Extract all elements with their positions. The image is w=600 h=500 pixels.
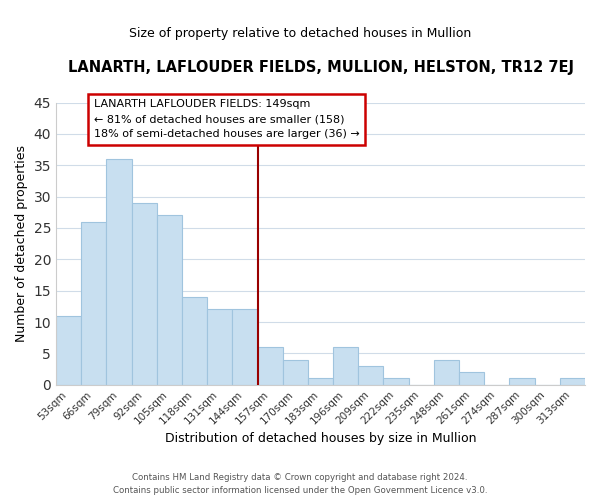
Bar	[459, 372, 484, 384]
X-axis label: Distribution of detached houses by size in Mullion: Distribution of detached houses by size …	[165, 432, 476, 445]
Bar	[509, 378, 535, 384]
Text: Size of property relative to detached houses in Mullion: Size of property relative to detached ho…	[129, 28, 471, 40]
Bar	[131, 203, 157, 384]
Bar	[333, 347, 358, 385]
Bar	[257, 347, 283, 385]
Bar	[358, 366, 383, 384]
Bar	[182, 297, 207, 384]
Bar	[157, 216, 182, 384]
Bar	[56, 316, 81, 384]
Text: Contains HM Land Registry data © Crown copyright and database right 2024.
Contai: Contains HM Land Registry data © Crown c…	[113, 473, 487, 495]
Text: LANARTH LAFLOUDER FIELDS: 149sqm
← 81% of detached houses are smaller (158)
18% : LANARTH LAFLOUDER FIELDS: 149sqm ← 81% o…	[94, 100, 359, 139]
Title: LANARTH, LAFLOUDER FIELDS, MULLION, HELSTON, TR12 7EJ: LANARTH, LAFLOUDER FIELDS, MULLION, HELS…	[68, 60, 574, 75]
Bar	[106, 159, 131, 384]
Bar	[232, 310, 257, 384]
Bar	[308, 378, 333, 384]
Y-axis label: Number of detached properties: Number of detached properties	[15, 145, 28, 342]
Bar	[383, 378, 409, 384]
Bar	[560, 378, 585, 384]
Bar	[283, 360, 308, 384]
Bar	[434, 360, 459, 384]
Bar	[207, 310, 232, 384]
Bar	[81, 222, 106, 384]
